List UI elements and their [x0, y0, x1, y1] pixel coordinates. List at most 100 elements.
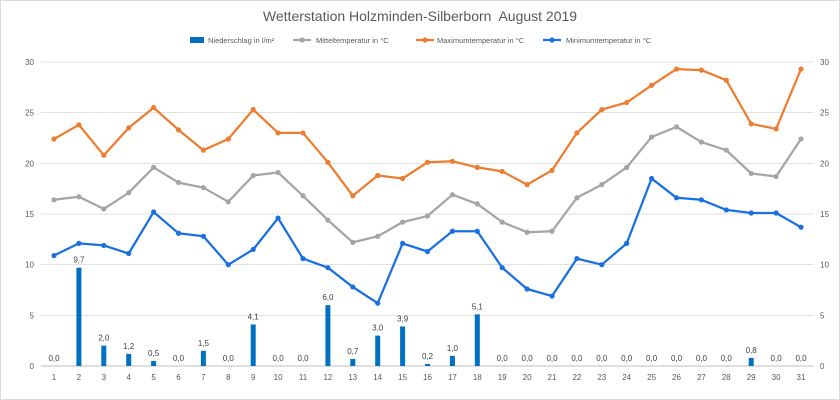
minimumtemperatur-point	[300, 255, 306, 262]
y-tick-label-left: 15	[25, 210, 34, 219]
maximumtemperatur-point	[574, 130, 580, 136]
minimumtemperatur-point	[673, 195, 680, 201]
maximumtemperatur-point	[101, 152, 107, 158]
maximumtemperatur-point	[599, 107, 605, 113]
x-tick-label: 5	[151, 373, 156, 382]
legend-entry: Mitteltemperatur in °C	[293, 36, 389, 45]
x-tick-label: 31	[797, 373, 806, 382]
precipitation-data-label: 1,0	[447, 344, 459, 353]
x-tick-label: 1	[52, 373, 57, 382]
precipitation-data-labels: 0,0 9,7 2,0 1,2 0,5 0,0 1,5 0,0 4,1 0,0 0,0 6,0 0,7 3…	[48, 256, 807, 363]
mitteltemperatur-point	[225, 199, 231, 205]
mitteltemperatur-series	[51, 124, 804, 245]
mitteltemperatur-point	[524, 229, 530, 235]
maximumtemperatur-point	[798, 66, 804, 72]
minimumtemperatur-point	[400, 240, 406, 246]
precipitation-bar	[126, 353, 132, 366]
x-tick-label: 11	[299, 373, 308, 382]
minimumtemperatur-point	[325, 265, 331, 271]
precipitation-data-label: 6,0	[322, 293, 334, 302]
maximumtemperatur-point	[773, 126, 779, 132]
mitteltemperatur-point	[723, 147, 729, 153]
legend-swatch-bar	[190, 37, 204, 43]
precipitation-bar	[151, 360, 157, 366]
minimumtemperatur-point	[449, 228, 455, 234]
maximumtemperatur-point	[400, 175, 406, 182]
maximumtemperatur-point	[175, 127, 182, 133]
minimumtemperatur-point	[375, 300, 381, 306]
y-tick-label-left: 5	[30, 311, 35, 320]
x-tick-label: 19	[498, 373, 507, 382]
minimumtemperatur-point	[549, 293, 555, 299]
minimumtemperatur-point	[225, 262, 231, 268]
maximumtemperatur-point	[151, 105, 157, 111]
y-axis-right-ticks: 0 5 10 15 20 25 30	[820, 58, 829, 371]
minimumtemperatur-point	[175, 230, 182, 236]
precipitation-data-label: 0,2	[422, 352, 434, 361]
minimumtemperatur-point	[126, 250, 132, 257]
legend-label: Mitteltemperatur in °C	[316, 36, 389, 45]
x-tick-label: 25	[647, 373, 656, 382]
precipitation-bar	[250, 324, 256, 366]
x-tick-label: 7	[201, 373, 206, 382]
mitteltemperatur-point	[574, 195, 580, 201]
maximumtemperatur-point	[624, 99, 630, 106]
maximumtemperatur-point	[549, 167, 555, 174]
mitteltemperatur-point	[499, 219, 505, 225]
minimumtemperatur-series	[51, 175, 804, 306]
y-tick-label-right: 25	[820, 109, 829, 118]
mitteltemperatur-point	[649, 134, 655, 140]
y-tick-label-left: 0	[30, 362, 35, 371]
precipitation-data-label: 0,7	[347, 347, 359, 356]
x-tick-label: 9	[251, 373, 256, 382]
x-tick-label: 12	[323, 373, 332, 382]
x-tick-label: 15	[398, 373, 407, 382]
x-tick-label: 20	[523, 373, 532, 382]
precipitation-data-label: 0,0	[721, 354, 733, 363]
precipitation-data-label: 0,0	[497, 354, 509, 363]
maximumtemperatur-point	[698, 67, 705, 73]
temperature-lines	[51, 66, 804, 306]
maximumtemperatur-point	[250, 107, 256, 113]
precipitation-data-label: 2,0	[98, 334, 110, 343]
x-tick-label: 10	[274, 373, 283, 382]
precipitation-bar	[76, 267, 82, 366]
precipitation-data-label: 3,9	[397, 314, 409, 323]
precipitation-bar	[375, 335, 381, 366]
precipitation-data-label: 0,0	[273, 354, 285, 363]
minimumtemperatur-point	[250, 246, 256, 253]
mitteltemperatur-point	[126, 190, 132, 196]
mitteltemperatur-point	[300, 193, 306, 199]
minimumtemperatur-point	[275, 215, 281, 221]
precipitation-data-label: 0,0	[48, 354, 60, 363]
y-tick-label-right: 0	[820, 362, 825, 371]
x-tick-label: 21	[548, 373, 557, 382]
minimumtemperatur-point	[698, 197, 705, 203]
y-tick-label-left: 30	[25, 58, 34, 67]
maximumtemperatur-point	[649, 82, 655, 88]
precipitation-data-label: 9,7	[73, 256, 85, 265]
y-tick-label-left: 25	[25, 109, 34, 118]
y-tick-label-right: 10	[820, 261, 829, 270]
x-tick-label: 30	[772, 373, 781, 382]
x-tick-label: 2	[77, 373, 82, 382]
x-tick-label: 6	[176, 373, 181, 382]
x-tick-label: 3	[102, 373, 107, 382]
minimumtemperatur-point	[624, 240, 630, 246]
maximumtemperatur-point	[225, 136, 231, 142]
precipitation-bar	[474, 314, 480, 366]
x-axis-ticks: 1 2 3 4 5 6 7 8 9 10 11 12 13 14 15 16 17 18 19 20 21 22 23 24 2…	[52, 373, 806, 382]
precipitation-bar	[400, 326, 406, 366]
legend-label: Minimumtemperatur in °C	[566, 36, 652, 45]
precipitation-bar	[101, 345, 107, 366]
legend-swatch-marker	[299, 37, 305, 43]
maximumtemperatur-point	[126, 125, 132, 131]
legend-swatch-marker	[422, 37, 428, 43]
precipitation-data-label: 0,0	[621, 354, 633, 363]
minimumtemperatur-point	[350, 284, 356, 290]
x-tick-label: 22	[572, 373, 581, 382]
precipitation-data-label: 0,0	[522, 354, 534, 363]
minimumtemperatur-point	[649, 175, 655, 182]
mitteltemperatur-point	[773, 173, 779, 180]
